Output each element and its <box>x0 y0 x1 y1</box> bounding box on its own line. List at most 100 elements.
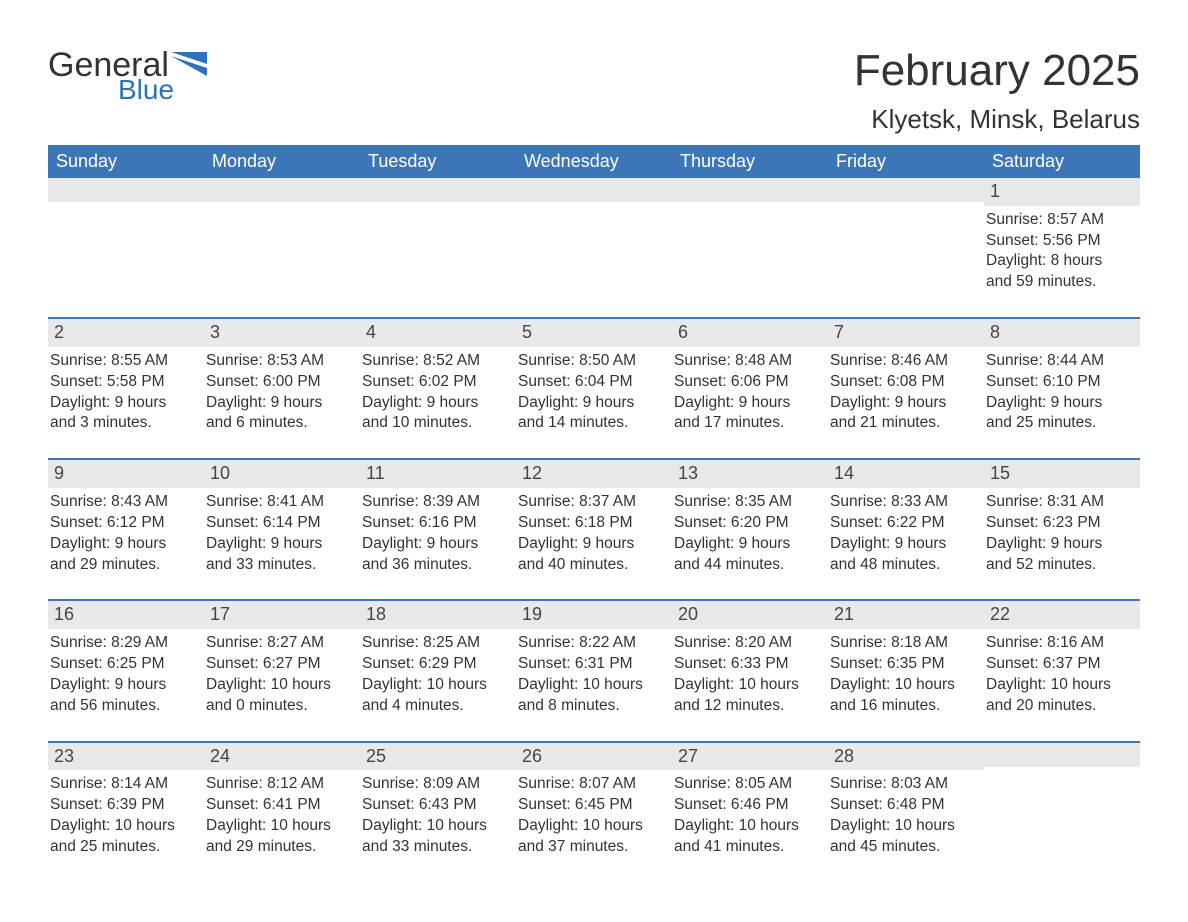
daylight-line1: Daylight: 8 hours <box>986 251 1136 272</box>
sunset-text: Sunset: 6:46 PM <box>674 795 824 816</box>
day-cell: 4Sunrise: 8:52 AMSunset: 6:02 PMDaylight… <box>360 319 516 438</box>
daylight-line2: and 8 minutes. <box>518 696 668 717</box>
week-row: 9Sunrise: 8:43 AMSunset: 6:12 PMDaylight… <box>48 458 1140 579</box>
day-body: Sunrise: 8:48 AMSunset: 6:06 PMDaylight:… <box>672 347 828 439</box>
day-number: 19 <box>516 601 672 628</box>
daylight-line2: and 25 minutes. <box>50 837 200 858</box>
daylight-line2: and 33 minutes. <box>206 555 356 576</box>
day-cell: 28Sunrise: 8:03 AMSunset: 6:48 PMDayligh… <box>828 743 984 862</box>
daylight-line2: and 21 minutes. <box>830 413 980 434</box>
day-number <box>516 178 672 202</box>
day-number: 15 <box>984 460 1140 487</box>
daylight-line2: and 29 minutes. <box>206 837 356 858</box>
day-cell: 6Sunrise: 8:48 AMSunset: 6:06 PMDaylight… <box>672 319 828 438</box>
sunrise-text: Sunrise: 8:53 AM <box>206 351 356 372</box>
daylight-line1: Daylight: 10 hours <box>518 816 668 837</box>
daylight-line1: Daylight: 10 hours <box>830 816 980 837</box>
sunrise-text: Sunrise: 8:25 AM <box>362 633 512 654</box>
daylight-line1: Daylight: 9 hours <box>674 393 824 414</box>
sunset-text: Sunset: 6:27 PM <box>206 654 356 675</box>
sunrise-text: Sunrise: 8:03 AM <box>830 774 980 795</box>
day-body: Sunrise: 8:07 AMSunset: 6:45 PMDaylight:… <box>516 770 672 862</box>
day-cell: 24Sunrise: 8:12 AMSunset: 6:41 PMDayligh… <box>204 743 360 862</box>
day-cell: 19Sunrise: 8:22 AMSunset: 6:31 PMDayligh… <box>516 601 672 720</box>
sunset-text: Sunset: 6:12 PM <box>50 513 200 534</box>
daylight-line1: Daylight: 9 hours <box>362 534 512 555</box>
sunrise-text: Sunrise: 8:44 AM <box>986 351 1136 372</box>
daylight-line1: Daylight: 9 hours <box>362 393 512 414</box>
sunset-text: Sunset: 6:23 PM <box>986 513 1136 534</box>
day-cell: 16Sunrise: 8:29 AMSunset: 6:25 PMDayligh… <box>48 601 204 720</box>
daylight-line1: Daylight: 9 hours <box>830 393 980 414</box>
day-body: Sunrise: 8:41 AMSunset: 6:14 PMDaylight:… <box>204 488 360 580</box>
day-body: Sunrise: 8:43 AMSunset: 6:12 PMDaylight:… <box>48 488 204 580</box>
day-number <box>828 178 984 202</box>
sunrise-text: Sunrise: 8:46 AM <box>830 351 980 372</box>
day-cell: 7Sunrise: 8:46 AMSunset: 6:08 PMDaylight… <box>828 319 984 438</box>
day-body: Sunrise: 8:31 AMSunset: 6:23 PMDaylight:… <box>984 488 1140 580</box>
dow-monday: Monday <box>204 145 360 178</box>
day-number <box>204 178 360 202</box>
sunset-text: Sunset: 6:45 PM <box>518 795 668 816</box>
day-cell: 3Sunrise: 8:53 AMSunset: 6:00 PMDaylight… <box>204 319 360 438</box>
day-cell: 27Sunrise: 8:05 AMSunset: 6:46 PMDayligh… <box>672 743 828 862</box>
day-cell: 5Sunrise: 8:50 AMSunset: 6:04 PMDaylight… <box>516 319 672 438</box>
day-number: 5 <box>516 319 672 346</box>
day-cell <box>48 178 204 297</box>
days-of-week-row: Sunday Monday Tuesday Wednesday Thursday… <box>48 145 1140 178</box>
sunset-text: Sunset: 6:31 PM <box>518 654 668 675</box>
day-body: Sunrise: 8:55 AMSunset: 5:58 PMDaylight:… <box>48 347 204 439</box>
day-number: 14 <box>828 460 984 487</box>
sunrise-text: Sunrise: 8:52 AM <box>362 351 512 372</box>
day-number: 16 <box>48 601 204 628</box>
day-cell: 12Sunrise: 8:37 AMSunset: 6:18 PMDayligh… <box>516 460 672 579</box>
day-number: 28 <box>828 743 984 770</box>
dow-thursday: Thursday <box>672 145 828 178</box>
sunrise-text: Sunrise: 8:18 AM <box>830 633 980 654</box>
daylight-line2: and 0 minutes. <box>206 696 356 717</box>
dow-wednesday: Wednesday <box>516 145 672 178</box>
day-number <box>48 178 204 202</box>
daylight-line2: and 41 minutes. <box>674 837 824 858</box>
sunrise-text: Sunrise: 8:55 AM <box>50 351 200 372</box>
day-cell: 25Sunrise: 8:09 AMSunset: 6:43 PMDayligh… <box>360 743 516 862</box>
day-cell: 11Sunrise: 8:39 AMSunset: 6:16 PMDayligh… <box>360 460 516 579</box>
sunset-text: Sunset: 6:41 PM <box>206 795 356 816</box>
location-label: Klyetsk, Minsk, Belarus <box>854 104 1140 135</box>
sunrise-text: Sunrise: 8:29 AM <box>50 633 200 654</box>
day-cell <box>360 178 516 297</box>
brand-logo: General Blue <box>48 48 203 104</box>
daylight-line2: and 40 minutes. <box>518 555 668 576</box>
day-number: 18 <box>360 601 516 628</box>
day-body <box>828 202 984 210</box>
sunrise-text: Sunrise: 8:50 AM <box>518 351 668 372</box>
day-body: Sunrise: 8:29 AMSunset: 6:25 PMDaylight:… <box>48 629 204 721</box>
daylight-line2: and 52 minutes. <box>986 555 1136 576</box>
day-body: Sunrise: 8:27 AMSunset: 6:27 PMDaylight:… <box>204 629 360 721</box>
header-row: General Blue February 2025 Klyetsk, Mins… <box>48 48 1140 135</box>
week-row: 23Sunrise: 8:14 AMSunset: 6:39 PMDayligh… <box>48 741 1140 862</box>
day-cell <box>672 178 828 297</box>
day-cell: 26Sunrise: 8:07 AMSunset: 6:45 PMDayligh… <box>516 743 672 862</box>
day-cell <box>516 178 672 297</box>
day-body: Sunrise: 8:16 AMSunset: 6:37 PMDaylight:… <box>984 629 1140 721</box>
day-number: 27 <box>672 743 828 770</box>
flag-icon <box>171 52 203 74</box>
day-body: Sunrise: 8:53 AMSunset: 6:00 PMDaylight:… <box>204 347 360 439</box>
day-number: 9 <box>48 460 204 487</box>
sunrise-text: Sunrise: 8:09 AM <box>362 774 512 795</box>
daylight-line2: and 33 minutes. <box>362 837 512 858</box>
sunrise-text: Sunrise: 8:14 AM <box>50 774 200 795</box>
day-cell: 23Sunrise: 8:14 AMSunset: 6:39 PMDayligh… <box>48 743 204 862</box>
sunrise-text: Sunrise: 8:12 AM <box>206 774 356 795</box>
day-number: 20 <box>672 601 828 628</box>
sunset-text: Sunset: 5:56 PM <box>986 231 1136 252</box>
daylight-line1: Daylight: 10 hours <box>206 675 356 696</box>
day-body: Sunrise: 8:46 AMSunset: 6:08 PMDaylight:… <box>828 347 984 439</box>
daylight-line2: and 48 minutes. <box>830 555 980 576</box>
title-block: February 2025 Klyetsk, Minsk, Belarus <box>854 48 1140 135</box>
dow-tuesday: Tuesday <box>360 145 516 178</box>
day-body: Sunrise: 8:18 AMSunset: 6:35 PMDaylight:… <box>828 629 984 721</box>
sunset-text: Sunset: 6:20 PM <box>674 513 824 534</box>
sunrise-text: Sunrise: 8:48 AM <box>674 351 824 372</box>
